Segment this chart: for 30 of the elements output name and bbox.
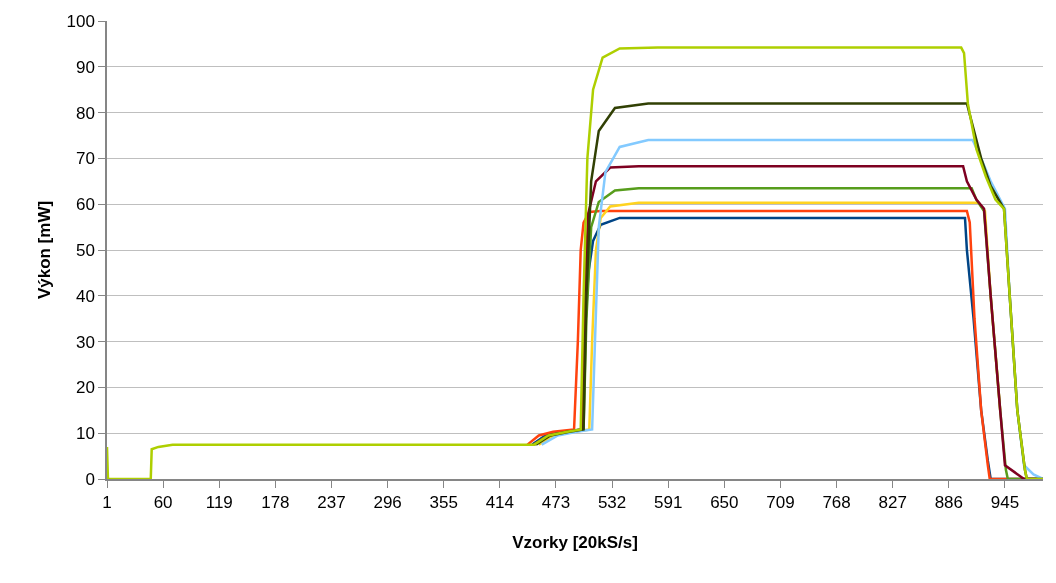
y-tick-label: 10	[75, 424, 95, 444]
x-tick-label: 886	[934, 493, 964, 513]
y-tick-label: 30	[75, 332, 95, 352]
x-tick-label: 60	[153, 493, 173, 513]
y-tick-label: 100	[66, 11, 95, 31]
y-axis-title: Výkon [mW]	[34, 200, 54, 300]
x-tick-label: 1	[102, 493, 112, 513]
x-tick-label: 532	[597, 493, 627, 513]
x-tick-label: 178	[261, 493, 290, 513]
x-tick-label: 650	[710, 493, 739, 513]
x-tick-label: 119	[205, 493, 233, 513]
y-tick-label: 20	[75, 378, 95, 398]
y-tick-label: 40	[75, 286, 95, 306]
x-tick-label: 237	[317, 493, 346, 513]
x-tick-label: 768	[822, 493, 851, 513]
x-tick-label: 827	[878, 493, 907, 513]
y-tick-label: 70	[75, 149, 95, 169]
x-tick-label: 473	[541, 493, 571, 513]
y-tick-label: 80	[75, 103, 95, 123]
x-tick-label: 414	[485, 493, 515, 513]
x-tick-label: 709	[766, 493, 795, 513]
y-tick-label: 60	[75, 195, 95, 215]
y-tick-label: 90	[75, 57, 95, 77]
x-tick-label: 355	[429, 493, 458, 513]
x-tick-label: 591	[654, 493, 683, 513]
x-tick-label: 945	[990, 493, 1020, 513]
y-tick-label: 0	[85, 469, 95, 489]
y-tick-label: 50	[75, 240, 95, 260]
x-tick-label: 296	[373, 493, 402, 513]
x-axis-title: Vzorky [20kS/s]	[512, 533, 638, 553]
